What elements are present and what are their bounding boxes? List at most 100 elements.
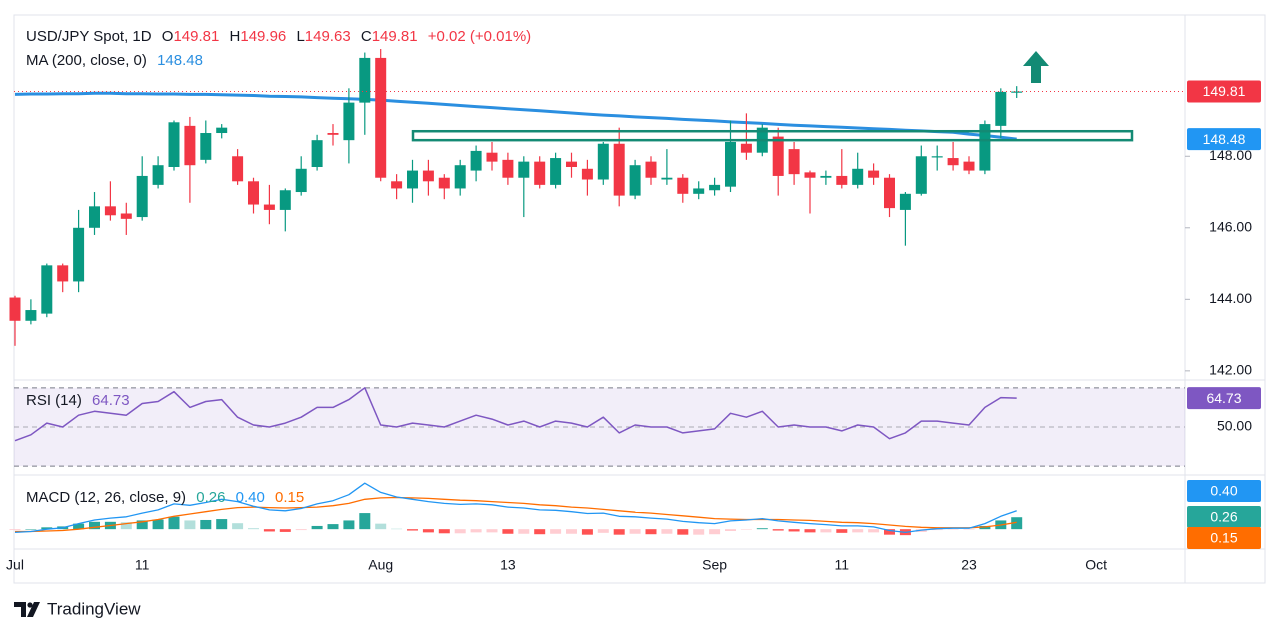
histogram-bar	[486, 529, 498, 533]
candle-body	[597, 143, 609, 180]
histogram-bar	[168, 516, 180, 530]
histogram-bar	[820, 529, 832, 533]
x-tick-label: Oct	[1085, 557, 1107, 573]
histogram-bar	[709, 529, 721, 535]
histogram-bar	[343, 520, 355, 530]
rsi-value: 64.73	[92, 392, 130, 409]
signal-line	[15, 496, 1017, 533]
candle-body	[804, 172, 816, 178]
histogram-bar	[263, 529, 275, 532]
histogram-bar	[375, 523, 387, 530]
marks: 142.00 144.00 146.00 148.00 Jul 11 Aug 13 Sep 11 2…	[6, 48, 1261, 573]
x-tick-label: Aug	[368, 557, 393, 573]
histogram-bar	[581, 529, 593, 535]
candle-body	[772, 136, 784, 176]
price-badge-text: 149.81	[1203, 83, 1246, 99]
macd-title: MACD (12, 26, close, 9)	[26, 489, 186, 506]
legend-ma: MA (200, close, 0) 148.48	[26, 52, 203, 69]
histogram-bar	[200, 519, 212, 530]
histogram-bar	[931, 529, 943, 531]
candle-body	[41, 265, 53, 314]
histogram-bar	[9, 529, 21, 531]
candle-body	[884, 177, 895, 209]
ohlc-prefix: C	[361, 28, 372, 45]
candle-body	[613, 143, 625, 196]
histogram-bar	[407, 529, 418, 531]
macd-readout: 0.40	[236, 489, 265, 506]
candle-body	[518, 161, 530, 178]
histogram-bar	[248, 528, 259, 530]
macd-line	[14, 482, 1017, 534]
candle-body	[200, 133, 212, 160]
candle-body	[343, 102, 355, 141]
candle-body	[295, 168, 307, 193]
histogram-bar	[438, 529, 450, 534]
candle-body	[931, 156, 943, 158]
histogram-bar	[979, 525, 991, 530]
x-tick-label: 11	[835, 557, 850, 573]
candle-body	[995, 91, 1007, 126]
ma-badge	[1187, 128, 1261, 151]
price-badge	[1187, 80, 1261, 103]
candle-body	[915, 156, 927, 194]
histogram-bar	[947, 529, 959, 530]
x-tick-label: 13	[500, 557, 516, 573]
candle-body	[407, 170, 418, 189]
histogram-bar	[772, 529, 784, 531]
candle-body	[963, 161, 975, 171]
x-tick-label: Jul	[6, 557, 24, 573]
up-arrow	[1023, 51, 1049, 83]
hist-readout: 0.26	[196, 489, 225, 506]
candle-body	[359, 57, 371, 103]
histogram-bar	[1011, 517, 1023, 530]
candle-body	[9, 297, 21, 321]
high-value: 149.96	[240, 28, 286, 45]
candle-body	[375, 57, 387, 178]
candle-body	[836, 175, 848, 185]
close-value: 149.81	[372, 28, 418, 45]
y-tick-label: 148.00	[1209, 147, 1252, 163]
legend-main: USD/JPY Spot, 1D O149.81 H149.96 L149.63…	[26, 28, 531, 45]
histogram-bar	[804, 529, 816, 533]
candle-body	[502, 159, 514, 178]
candle-body	[740, 143, 752, 153]
candle-body	[120, 213, 132, 219]
candle-body	[327, 133, 339, 135]
candle-body	[725, 141, 736, 187]
candle-body	[104, 206, 116, 216]
candle-body	[1011, 91, 1023, 93]
histogram-bar	[518, 529, 530, 534]
candle-body	[581, 168, 593, 180]
histogram-bar	[311, 525, 323, 530]
logo-mark	[14, 602, 26, 617]
candle-body	[184, 125, 196, 166]
candle-body	[279, 190, 291, 210]
y-tick-label: 146.00	[1209, 218, 1252, 234]
change: +0.02 (+0.01%)	[428, 28, 531, 45]
histogram-bar	[295, 529, 307, 531]
candle-body	[136, 175, 148, 218]
histogram-bar	[279, 529, 291, 532]
histogram-bar	[725, 529, 736, 531]
legend-macd: MACD (12, 26, close, 9) 0.26 0.40 0.15	[26, 489, 304, 506]
ohlc-prefix: O	[162, 28, 174, 45]
histogram-bar	[597, 529, 609, 533]
histogram-bar	[963, 529, 975, 530]
y-tick-label: 142.00	[1209, 362, 1252, 378]
candle-body	[852, 168, 864, 185]
histogram-bar	[550, 529, 562, 534]
macd-readout-badge	[1187, 480, 1261, 502]
candle-body	[470, 150, 482, 171]
histogram-bar	[613, 529, 625, 535]
candle-body	[645, 161, 657, 178]
macd-readout-badge	[1187, 506, 1261, 528]
histogram-bar	[836, 529, 848, 533]
candle-body	[263, 204, 275, 210]
ma-label: MA (200, close, 0)	[26, 52, 147, 69]
open-value: 149.81	[173, 28, 219, 45]
legend-rsi: RSI (14) 64.73	[26, 392, 130, 409]
candle-body	[820, 175, 832, 178]
candle-body	[947, 158, 959, 166]
histogram-bar	[470, 529, 482, 533]
